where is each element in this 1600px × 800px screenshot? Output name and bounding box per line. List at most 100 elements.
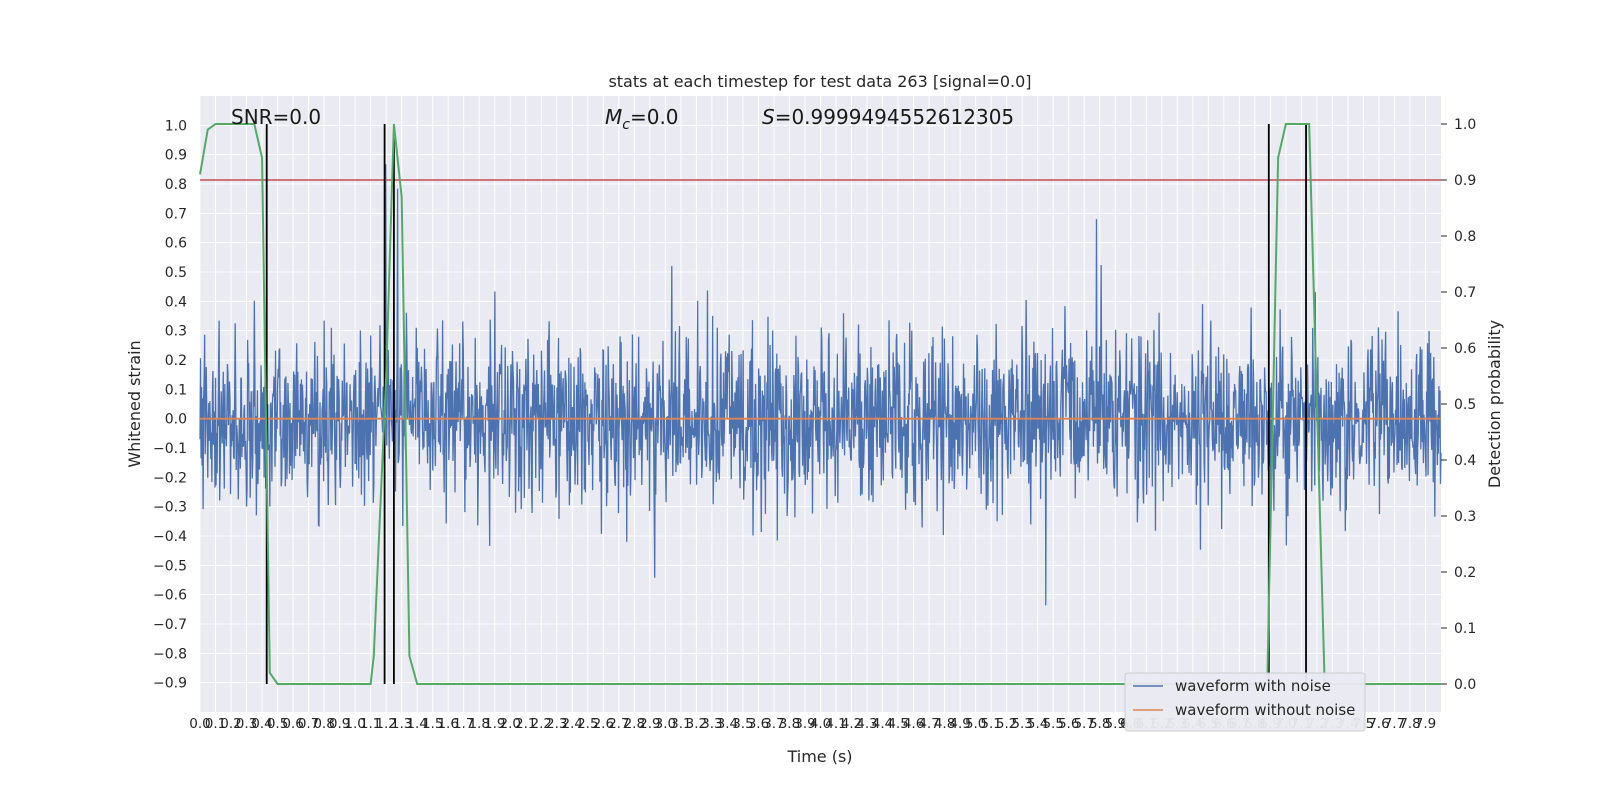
x-axis-label: Time (s): [786, 747, 852, 766]
s-symbol: S: [762, 105, 775, 129]
x-tick-label: 5.3: [1011, 716, 1032, 732]
x-tick-label: 1.0: [344, 716, 365, 732]
x-tick-label: 2.2: [531, 716, 552, 732]
x-tick-label: 0.3: [236, 716, 257, 732]
y-tick-label: 0.6: [165, 236, 187, 252]
x-tick-label: 0.2: [220, 716, 241, 732]
s-value: =0.9999494552612305: [775, 105, 1014, 129]
y2-tick-label: 0.4: [1454, 453, 1476, 469]
x-tick-label: 2.6: [593, 716, 614, 732]
y2-tick-label: 0.8: [1454, 229, 1476, 245]
legend-label-noise: waveform with noise: [1175, 677, 1331, 695]
y-tick-label: 0.3: [165, 324, 187, 340]
x-tick-label: 2.0: [500, 716, 521, 732]
y-tick-label: 0.2: [165, 353, 187, 369]
y2-tick-label: 0.6: [1454, 341, 1476, 357]
x-tick-label: 2.3: [546, 716, 567, 732]
y-axis-ticks: 1.0 0.9 0.8 0.7 0.6 0.5 0.4 0.3 0.2 0.1 0.0 −0.1 −0.…: [153, 118, 187, 691]
y-tick-label: −0.2: [153, 470, 187, 486]
x-tick-label: 0.4: [251, 716, 272, 732]
y-tick-label: 0.7: [165, 206, 187, 222]
x-tick-label: 3.4: [717, 716, 738, 732]
chart-title: stats at each timestep for test data 263…: [608, 72, 1031, 91]
x-tick-label: 0.0: [189, 716, 210, 732]
x-tick-label: 7.7: [1384, 716, 1405, 732]
x-tick-label: 1.3: [391, 716, 412, 732]
snr-annotation: SNR=0.0: [231, 105, 321, 129]
y-tick-label: −0.9: [153, 676, 187, 692]
x-tick-label: 0.1: [205, 716, 226, 732]
x-tick-label: 1.9: [484, 716, 505, 732]
y2-tick-label: 0.3: [1454, 509, 1476, 525]
probability-line: [199, 123, 1441, 685]
x-tick-label: 1.6: [437, 716, 458, 732]
x-tick-label: 7.8: [1399, 716, 1420, 732]
x-tick-label: 0.7: [298, 716, 319, 732]
x-tick-label: 5.0: [965, 716, 986, 732]
x-tick-label: 4.6: [903, 716, 924, 732]
x-tick-label: 3.0: [655, 716, 676, 732]
x-tick-label: 1.7: [453, 716, 474, 732]
y-tick-label: 1.0: [165, 118, 187, 134]
y-tick-label: 0.0: [165, 412, 187, 428]
x-tick-label: 1.4: [406, 716, 427, 732]
x-tick-label: 3.7: [763, 716, 784, 732]
x-tick-label: 5.1: [980, 716, 1001, 732]
y-tick-label: −0.4: [153, 529, 187, 545]
x-tick-label: 4.5: [887, 716, 908, 732]
x-tick-label: 5.8: [1089, 716, 1110, 732]
x-tick-label: 3.5: [732, 716, 753, 732]
x-tick-label: 4.7: [918, 716, 939, 732]
x-tick-label: 5.4: [1027, 716, 1048, 732]
y-tick-label: 0.8: [165, 177, 187, 193]
y2-tick-label: 0.9: [1454, 173, 1476, 189]
x-tick-label: 3.9: [794, 716, 815, 732]
x-tick-label: 7.9: [1415, 716, 1436, 732]
y2-tick-label: 0.1: [1454, 621, 1476, 637]
mc-value: =0.0: [630, 105, 679, 129]
y2-axis-label: Detection probability: [1485, 320, 1504, 488]
y-tick-label: 0.9: [165, 148, 187, 164]
y2-axis-ticks: 1.0 0.9 0.8 0.7 0.6 0.5 0.4 0.3 0.2 0.1 0.0: [1441, 117, 1476, 693]
x-tick-label: 4.2: [841, 716, 862, 732]
x-tick-label: 1.8: [468, 716, 489, 732]
x-tick-label: 5.2: [996, 716, 1017, 732]
x-tick-label: 1.1: [360, 716, 381, 732]
mc-symbol: M: [605, 105, 622, 129]
x-tick-label: 3.3: [701, 716, 722, 732]
x-tick-label: 4.4: [872, 716, 893, 732]
x-tick-label: 0.5: [267, 716, 288, 732]
x-tick-label: 1.2: [375, 716, 396, 732]
x-tick-label: 4.1: [825, 716, 846, 732]
x-tick-label: 0.8: [313, 716, 334, 732]
x-tick-label: 2.4: [562, 716, 583, 732]
x-tick-label: 2.5: [577, 716, 598, 732]
x-tick-label: 2.1: [515, 716, 536, 732]
y-tick-label: −0.5: [153, 558, 187, 574]
mc-annotation: Mc=0.0: [605, 105, 679, 133]
y2-tick-label: 0.0: [1454, 677, 1476, 693]
x-tick-label: 4.8: [934, 716, 955, 732]
x-tick-label: 0.9: [329, 716, 350, 732]
y2-tick-label: 0.2: [1454, 565, 1476, 581]
y-tick-label: 0.1: [165, 382, 187, 398]
y-tick-label: −0.3: [153, 500, 187, 516]
x-tick-label: 3.8: [779, 716, 800, 732]
series-waveform-with-noise: [199, 164, 1442, 606]
y-tick-label: 0.4: [165, 294, 187, 310]
x-tick-label: 2.7: [608, 716, 629, 732]
x-tick-label: 5.5: [1042, 716, 1063, 732]
y-tick-label: −0.7: [153, 617, 187, 633]
x-tick-label: 0.6: [282, 716, 303, 732]
y2-tick-label: 0.5: [1454, 397, 1476, 413]
y2-tick-label: 1.0: [1454, 117, 1476, 133]
y-axis-label: Whitened strain: [125, 340, 144, 467]
x-tick-label: 3.2: [686, 716, 707, 732]
x-tick-label: 5.6: [1058, 716, 1079, 732]
x-tick-label: 3.6: [748, 716, 769, 732]
x-tick-label: 2.9: [639, 716, 660, 732]
y2-tick-label: 0.7: [1454, 285, 1476, 301]
y-tick-label: 0.5: [165, 265, 187, 281]
legend-box: [1124, 672, 1366, 732]
mc-subscript: c: [622, 117, 630, 133]
